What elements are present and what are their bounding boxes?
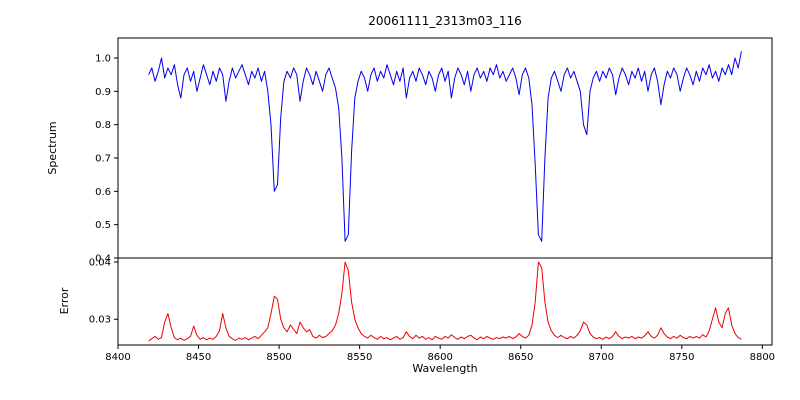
x-tick-label: 8550 — [347, 352, 372, 363]
error-panel-frame — [117, 257, 773, 346]
y-tick-label: 0.8 — [95, 120, 111, 131]
chart-title: 20061111_2313m03_116 — [368, 14, 522, 28]
y-tick-label: 0.4 — [95, 254, 111, 265]
spectrum-line — [148, 51, 742, 242]
spectrum-panel-frame — [117, 37, 773, 259]
y-tick-label: 0.7 — [95, 154, 111, 165]
y-tick-label: 1.0 — [95, 54, 111, 65]
y-tick-label: 0.6 — [95, 187, 111, 198]
x-tick-label: 8700 — [589, 352, 614, 363]
y-tick-label: 0.04 — [89, 258, 111, 269]
x-tick-label: 8500 — [266, 352, 291, 363]
y-tick-label: 0.9 — [95, 87, 111, 98]
y-tick-label: 0.5 — [95, 220, 111, 231]
x-tick-label: 8450 — [186, 352, 211, 363]
x-tick-label: 8600 — [427, 352, 452, 363]
x-tick-label: 8800 — [750, 352, 775, 363]
y-tick-label: 0.03 — [89, 315, 111, 326]
x-axis-label: Wavelength — [412, 362, 478, 375]
x-tick-label: 8750 — [669, 352, 694, 363]
x-tick-label: 8400 — [105, 352, 130, 363]
error-line — [148, 261, 742, 342]
x-tick-label: 8650 — [508, 352, 533, 363]
